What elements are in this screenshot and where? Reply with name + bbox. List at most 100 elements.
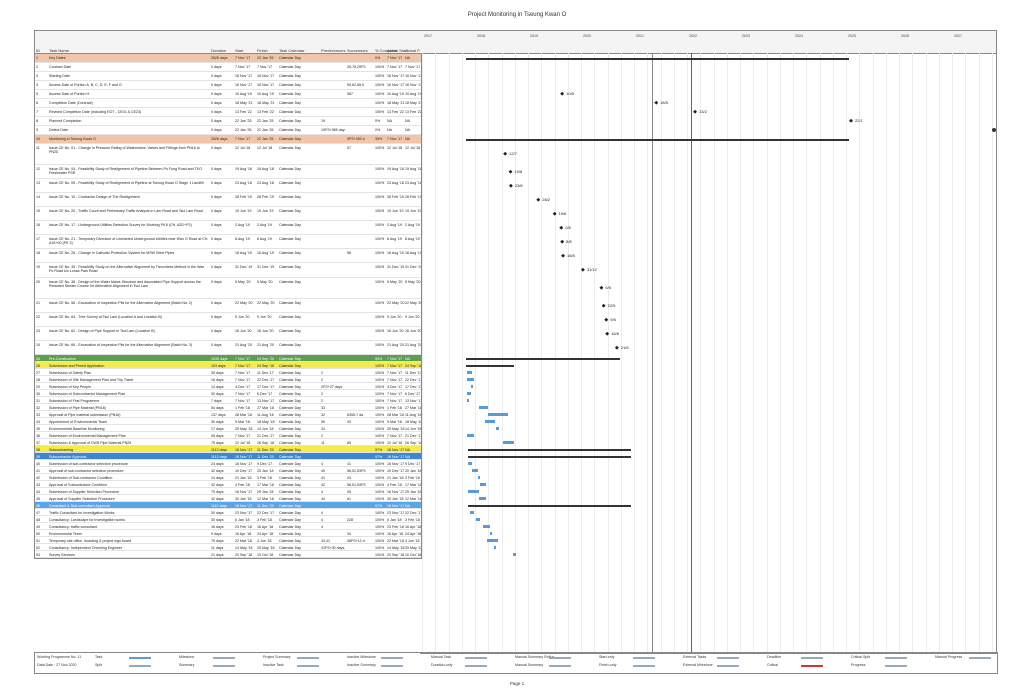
- scroll-marker[interactable]: [992, 128, 996, 132]
- cell-pct: 100%: [375, 378, 385, 382]
- table-row[interactable]: 6 Completion Date (Contract) 0 days 18 May …: [35, 99, 421, 108]
- cell-as: 12 Jul '18: [387, 441, 403, 445]
- table-row[interactable]: 25 Pre-Construction 1035 days 7 Nov '17 24 S…: [35, 355, 421, 362]
- task-bar[interactable]: [486, 538, 498, 542]
- table-row[interactable]: 8 Planned Completion 0 days 22 Jan '25 22 Ja…: [35, 117, 421, 126]
- task-bar[interactable]: [503, 440, 515, 444]
- task-bar[interactable]: [468, 489, 479, 493]
- table-row[interactable]: 23 Issue CE No. 62 - Design of Pipe Suppo…: [35, 327, 421, 341]
- task-bar[interactable]: [471, 384, 474, 388]
- cell-pct: 100%: [375, 265, 385, 269]
- table-row[interactable]: 26 Submission and Permit Application 103 d…: [35, 362, 421, 369]
- task-bar[interactable]: [471, 468, 479, 472]
- table-row[interactable]: 30 Submission of Subcontractor Management…: [35, 390, 421, 397]
- task-bar[interactable]: [513, 552, 517, 556]
- table-row[interactable]: 38 Subcontracting 1112 days 16 Nov '17 11 De…: [35, 446, 421, 453]
- cell-start: 7 Nov '17: [235, 378, 251, 382]
- table-row[interactable]: 44 Submission of Supplier Selection Proce…: [35, 488, 421, 495]
- cell-pct: 100%: [375, 83, 385, 87]
- table-row[interactable]: 33 Approval of Pipe material submission (…: [35, 411, 421, 418]
- table-row[interactable]: 22 Issue CE No. 64 - Tree Survey at Tsui …: [35, 313, 421, 327]
- table-row[interactable]: 16 Issue CE No. 17 - Underground Utilitie…: [35, 221, 421, 235]
- task-bar[interactable]: [478, 496, 486, 500]
- table-row[interactable]: 15 Issue CE No. 20 - Traffic Count and Pr…: [35, 207, 421, 221]
- cell-pred: 11: [321, 441, 325, 445]
- task-bar[interactable]: [482, 524, 491, 528]
- table-row[interactable]: 43 Approval of Subcontractor Condition 42 …: [35, 481, 421, 488]
- table-row[interactable]: 24 Issue CE No. 66 - Excavation of Inspec…: [35, 341, 421, 355]
- cell-name: Consultancy: traffic consultant: [49, 525, 97, 529]
- legend-swatch: [633, 657, 655, 659]
- task-bar[interactable]: [487, 412, 508, 416]
- table-row[interactable]: 14 Issue CE No. 10 - Contractor Design of…: [35, 193, 421, 207]
- task-bar[interactable]: [496, 426, 500, 430]
- task-bar[interactable]: [467, 377, 474, 381]
- cell-dur: 14 days: [211, 476, 224, 480]
- task-bar[interactable]: [467, 398, 470, 402]
- cell-name: Traffic Consultant for Investigation Wor…: [49, 511, 115, 515]
- cell-af: 5 May '20: [405, 280, 421, 284]
- table-row[interactable]: 35 Environmental Baseline Monitoring 17 da…: [35, 425, 421, 432]
- table-row[interactable]: 1 Key Dates 2626 days 7 Nov '17 22 Jan '25 Ca…: [35, 54, 421, 63]
- table-row[interactable]: 36 Submission of Environmental Management…: [35, 432, 421, 439]
- task-bar[interactable]: [475, 517, 480, 521]
- task-bar[interactable]: [468, 461, 472, 465]
- table-row[interactable]: 46 Consultant & Sub-consultant Approval 11…: [35, 502, 421, 509]
- table-row[interactable]: 41 Approval of sub-contractor selection p…: [35, 467, 421, 474]
- table-row[interactable]: 19 Issue CE No. 35 - Feasibility Study on…: [35, 263, 421, 278]
- table-row[interactable]: 4 Access Date of Portion A, B, C, D, E, F…: [35, 81, 421, 90]
- table-row[interactable]: 48 Consultancy: Landscape for investigati…: [35, 516, 421, 523]
- table-row[interactable]: 53 Survey Services 21 days 20 Sep '18 10 Oct…: [35, 551, 421, 558]
- table-row[interactable]: 9 Defect Date 0 days 22 Jan '26 22 Jan '26 Ca…: [35, 126, 421, 135]
- cell-start: 21 Aug '20: [235, 343, 252, 347]
- year-label: 2019: [530, 34, 538, 38]
- table-row[interactable]: 45 Approval of Supplier Selection Procedu…: [35, 495, 421, 502]
- cell-start: 12 Jul '18: [235, 441, 251, 445]
- table-row[interactable]: 5 Access Date of Portion H 0 days 10 Aug '1…: [35, 90, 421, 99]
- table-row[interactable]: 27 Submission of Safety Plan 35 days 7 Nov …: [35, 369, 421, 376]
- table-row[interactable]: 7 Revised Completion Date (including EOT …: [35, 108, 421, 117]
- table-row[interactable]: 39 Subcontractor Approval 1112 days 16 Nov …: [35, 453, 421, 460]
- table-row[interactable]: 28 Submission of Site Management Plan and…: [35, 376, 421, 383]
- summary-bar: [468, 505, 632, 507]
- legend-label: Critical Split: [851, 655, 870, 659]
- table-row[interactable]: 52 Consultancy: Independent Checking Engi…: [35, 544, 421, 551]
- cell-dur: 0 days: [211, 343, 222, 347]
- table-row[interactable]: 2 Contract Date 0 days 7 Nov '17 7 Nov '17 Ca…: [35, 63, 421, 72]
- table-row[interactable]: 47 Traffic Consultant for Investigation W…: [35, 509, 421, 516]
- task-bar[interactable]: [479, 405, 488, 409]
- table-row[interactable]: 32 Submission of Pipe Material (PN16) 54 d…: [35, 404, 421, 411]
- task-bar[interactable]: [467, 433, 474, 437]
- table-row[interactable]: 17 Issue CE No. 21 - Temporary Diversion …: [35, 235, 421, 249]
- table-row[interactable]: 29 Submission of Key People 14 days 4 Dec '…: [35, 383, 421, 390]
- table-row[interactable]: 20 Issue CE No. 38 - Design of the Water …: [35, 278, 421, 299]
- cell-name: Issue CE No. 64 - Tree Survey at Tsui La…: [49, 315, 162, 319]
- task-bar[interactable]: [478, 475, 481, 479]
- table-row[interactable]: 18 Issue CE No. 26 - Change in Cathodic P…: [35, 249, 421, 263]
- task-bar[interactable]: [490, 531, 493, 535]
- cell-name: Submission of Key People: [49, 385, 91, 389]
- task-bar[interactable]: [467, 391, 472, 395]
- table-row[interactable]: 10 Monitoring in Tseung Kwan O 2626 days 7 …: [35, 135, 421, 144]
- table-row[interactable]: 3 Starting Date 0 days 16 Nov '17 16 Nov '17…: [35, 72, 421, 81]
- task-bar[interactable]: [469, 510, 474, 514]
- table-row[interactable]: 42 Submission of Sub-contractor Condition…: [35, 474, 421, 481]
- table-row[interactable]: 51 Temporary site office, boarding & proj…: [35, 537, 421, 544]
- table-row[interactable]: 50 Environmental Team 9 days 16 Apr '18 24 A…: [35, 530, 421, 537]
- table-row[interactable]: 21 Issue CE No. 58 - Excavation of Inspec…: [35, 299, 421, 313]
- table-row[interactable]: 13 Issue CE No. 05 - Feasibility Study of…: [35, 179, 421, 193]
- table-row[interactable]: 34 Appointment of Environmental Team 30 da…: [35, 418, 421, 425]
- table-row[interactable]: 31 Submission of First Programme 7 days 7 N…: [35, 397, 421, 404]
- task-bar[interactable]: [485, 419, 496, 423]
- table-row[interactable]: 12 Issue CE No. 04 - Feasibility Study of…: [35, 165, 421, 179]
- cell-name: Issue CE No. 04 - Feasibility Study of R…: [49, 167, 202, 176]
- task-bar[interactable]: [494, 545, 497, 549]
- table-row[interactable]: 11 Issue CE No. 01 - Change in Pressure R…: [35, 144, 421, 165]
- table-row[interactable]: 40 Submission of sub-contractor selection…: [35, 460, 421, 467]
- table-row[interactable]: 49 Consultancy: traffic consultant 16 days…: [35, 523, 421, 530]
- cell-id: 3: [36, 74, 38, 78]
- table-row[interactable]: 37 Submission & Approval of CWS Pipe Mate…: [35, 439, 421, 446]
- task-bar[interactable]: [467, 370, 473, 374]
- task-bar[interactable]: [479, 482, 487, 486]
- grid-line: [713, 53, 715, 653]
